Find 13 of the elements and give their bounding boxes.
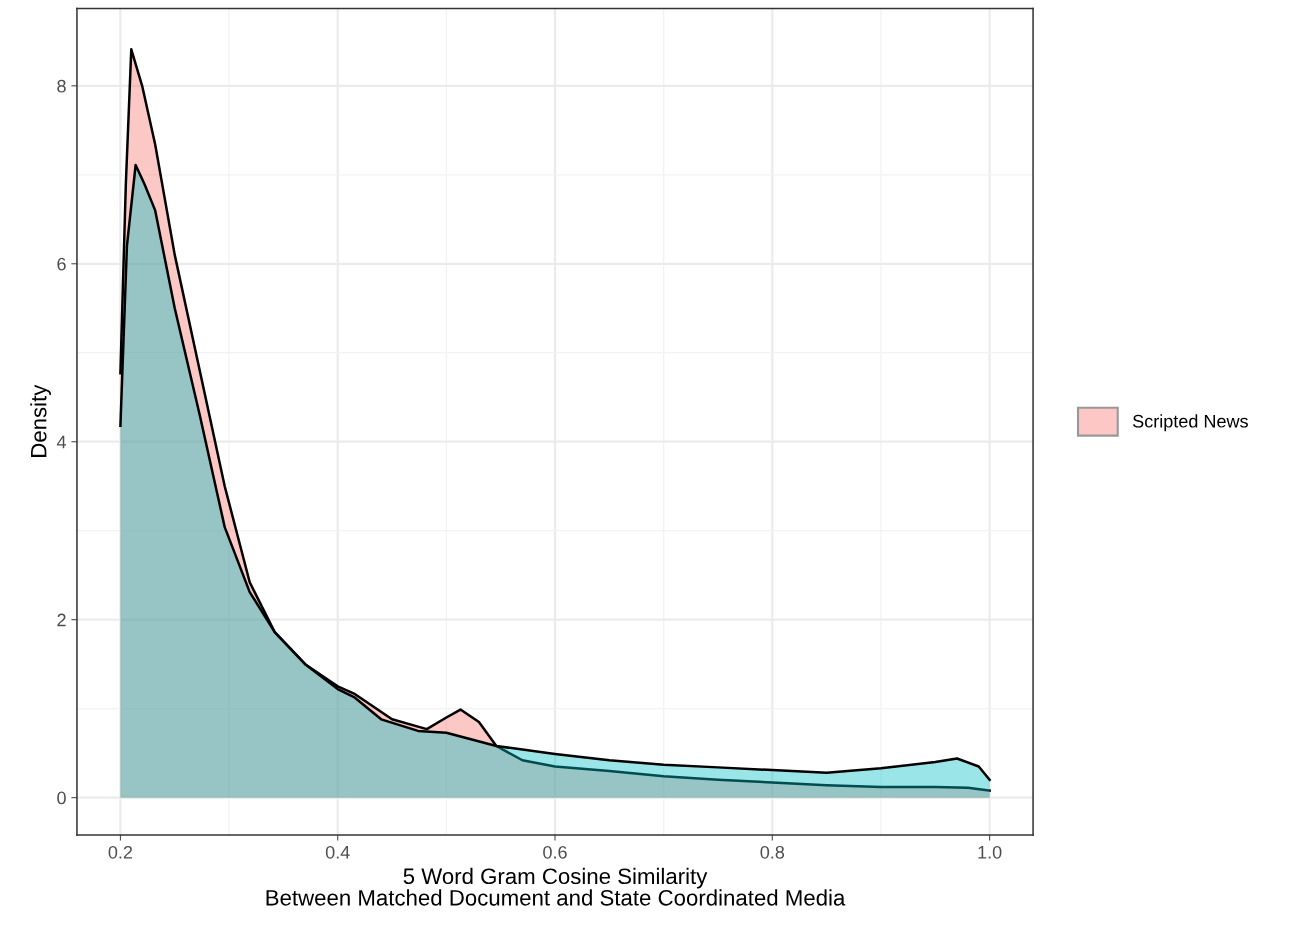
legend-label: Scripted News [1132,414,1248,432]
x-tick-label: 0.6 [543,845,567,859]
y-tick-label: 8 [57,79,66,93]
y-tick-label: 0 [57,791,66,805]
y-tick-label: 6 [57,257,66,271]
y-tick-label: 2 [57,613,66,627]
x-tick-label: 0.4 [325,845,350,859]
x-tick-label: 0.2 [108,845,133,859]
x-tick-label: 1.0 [978,845,1002,859]
y-tick-label: 4 [56,435,67,449]
y-axis-title: Density [30,384,51,457]
x-axis-title: 5 Word Gram Cosine Similarity Between Matched Document and State Coordinated Media [266,867,846,906]
x-tick-label: 0.8 [760,845,785,859]
